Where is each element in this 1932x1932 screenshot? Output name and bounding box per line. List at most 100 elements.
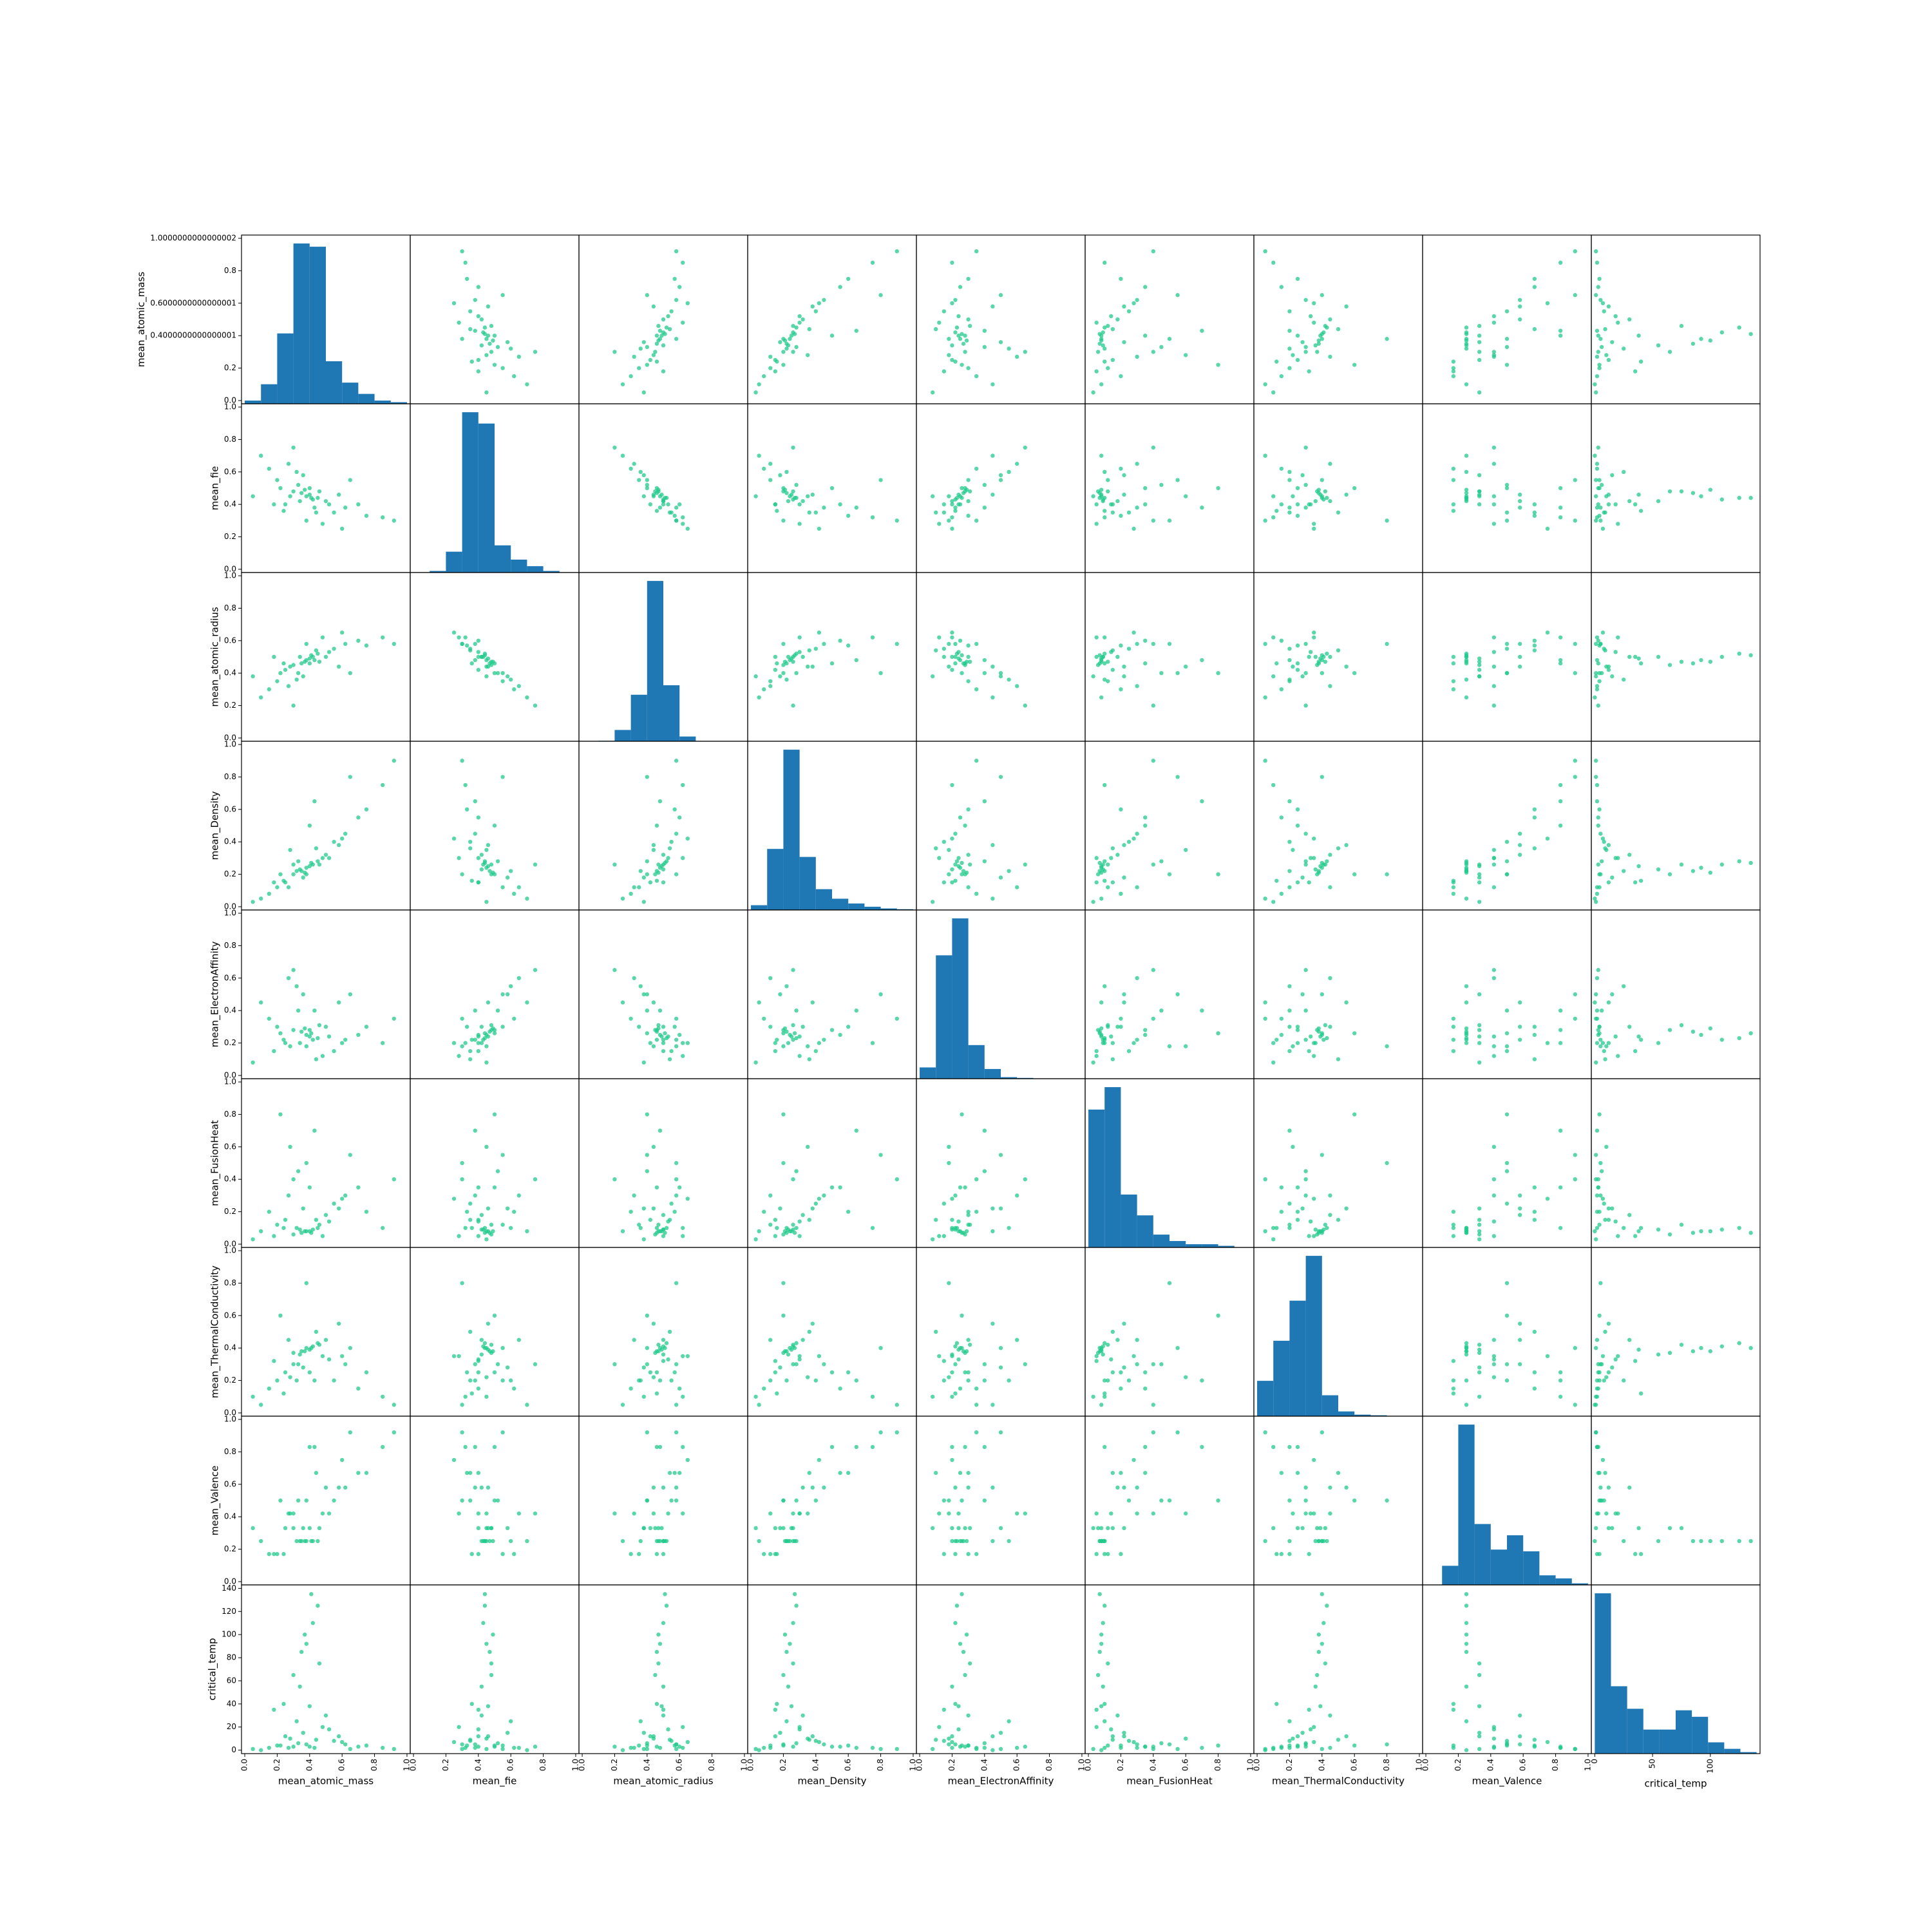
scatter-point bbox=[469, 1391, 474, 1396]
scatter-point bbox=[963, 1526, 967, 1531]
scatter-point bbox=[1312, 1511, 1316, 1516]
x-tick-label: 0.0 bbox=[1084, 1759, 1093, 1771]
scatter-point bbox=[974, 1430, 979, 1435]
scatter-point bbox=[1504, 510, 1510, 515]
scatter-point bbox=[685, 301, 690, 306]
scatter-point bbox=[813, 1048, 819, 1054]
scatter-point bbox=[1699, 1032, 1703, 1037]
scatter-point bbox=[512, 1386, 516, 1391]
scatter-point bbox=[1622, 346, 1626, 351]
scatter-point bbox=[1099, 492, 1104, 497]
scatter-point bbox=[1271, 674, 1276, 679]
scatter-point bbox=[1135, 354, 1139, 359]
scatter-point bbox=[822, 1193, 826, 1198]
scatter-point bbox=[1106, 1661, 1110, 1666]
scatter-point bbox=[275, 885, 279, 889]
scatter-point bbox=[1307, 1707, 1311, 1712]
scatter-point bbox=[1099, 659, 1104, 664]
scatter-point bbox=[784, 469, 789, 475]
scatter-point bbox=[651, 1321, 656, 1326]
scatter-point bbox=[323, 853, 328, 857]
scatter-point bbox=[950, 836, 954, 841]
scatter-point bbox=[1135, 1037, 1139, 1042]
scatter-point bbox=[786, 1041, 791, 1045]
scatter-point bbox=[468, 327, 473, 332]
histogram-bar bbox=[832, 898, 849, 910]
scatter-point bbox=[275, 1551, 279, 1557]
scatter-point bbox=[685, 1457, 690, 1463]
scatter-point bbox=[966, 317, 971, 322]
scatter-point bbox=[1303, 968, 1308, 972]
scatter-point bbox=[654, 1649, 659, 1654]
scatter-point bbox=[791, 1526, 795, 1531]
scatter-point bbox=[878, 478, 883, 482]
scatter-point bbox=[990, 492, 995, 497]
scatter-point bbox=[1532, 1738, 1537, 1742]
scatter-point bbox=[356, 502, 361, 507]
scatter-point bbox=[1103, 260, 1107, 265]
scatter-point bbox=[286, 1745, 291, 1750]
scatter-point bbox=[339, 1041, 345, 1045]
scatter-point bbox=[307, 1526, 312, 1531]
scatter-point bbox=[1143, 1032, 1148, 1037]
scatter-point bbox=[1175, 775, 1180, 779]
scatter-point bbox=[982, 1169, 987, 1173]
scatter-point bbox=[259, 695, 263, 700]
scatter-point bbox=[768, 684, 773, 688]
scatter-point bbox=[645, 1112, 650, 1117]
scatter-point bbox=[1023, 350, 1027, 354]
scatter-point bbox=[1598, 872, 1603, 876]
scatter-point bbox=[1126, 510, 1132, 515]
scatter-point bbox=[301, 875, 305, 880]
scatter-point bbox=[954, 1341, 960, 1345]
panel-frame bbox=[1422, 1584, 1592, 1754]
scatter-point bbox=[974, 249, 979, 254]
scatter-point bbox=[1263, 759, 1267, 763]
histogram-bar bbox=[1088, 1109, 1105, 1247]
scatter-point bbox=[1593, 759, 1598, 763]
scatter-point bbox=[1596, 285, 1600, 289]
scatter-point bbox=[1558, 515, 1563, 520]
scatter-point bbox=[937, 856, 942, 860]
scatter-point bbox=[332, 1378, 336, 1383]
scatter-point bbox=[781, 1281, 786, 1285]
scatter-point bbox=[1545, 526, 1550, 531]
scatter-point bbox=[356, 815, 361, 820]
scatter-point bbox=[1464, 695, 1469, 700]
scatter-point bbox=[492, 1370, 497, 1375]
scatter-point bbox=[661, 1048, 666, 1054]
scatter-point bbox=[768, 976, 773, 981]
scatter-point bbox=[810, 1206, 815, 1211]
scatter-point bbox=[1737, 1036, 1741, 1041]
scatter-point bbox=[1464, 1229, 1469, 1234]
scatter-point bbox=[956, 333, 961, 338]
scatter-point bbox=[304, 1742, 308, 1747]
y-tick-label: 0.4 bbox=[224, 1343, 236, 1352]
scatter-point bbox=[773, 1359, 778, 1363]
scatter-point bbox=[806, 353, 810, 357]
scatter-point bbox=[1595, 885, 1600, 889]
scatter-point bbox=[482, 1604, 488, 1608]
scatter-point bbox=[1097, 653, 1102, 658]
scatter-point bbox=[654, 1444, 659, 1450]
scatter-point bbox=[1318, 1034, 1323, 1039]
scatter-point bbox=[768, 679, 773, 683]
scatter-point bbox=[486, 1206, 491, 1211]
scatter-point bbox=[950, 1352, 954, 1357]
scatter-point bbox=[1279, 285, 1284, 289]
scatter-point bbox=[486, 1485, 491, 1490]
scatter-point bbox=[1622, 1378, 1626, 1383]
scatter-point bbox=[813, 1378, 819, 1383]
scatter-point bbox=[1656, 498, 1661, 504]
scatter-point bbox=[966, 366, 971, 370]
scatter-point bbox=[1636, 1347, 1641, 1352]
scatter-point bbox=[895, 1430, 899, 1435]
scatter-point bbox=[1159, 345, 1164, 350]
scatter-point bbox=[278, 1498, 283, 1503]
scatter-point bbox=[1622, 469, 1626, 475]
scatter-point bbox=[956, 1357, 961, 1362]
scatter-point bbox=[775, 1701, 779, 1707]
scatter-point bbox=[685, 1739, 690, 1745]
scatter-point bbox=[1263, 249, 1267, 254]
scatter-point bbox=[661, 1485, 666, 1490]
